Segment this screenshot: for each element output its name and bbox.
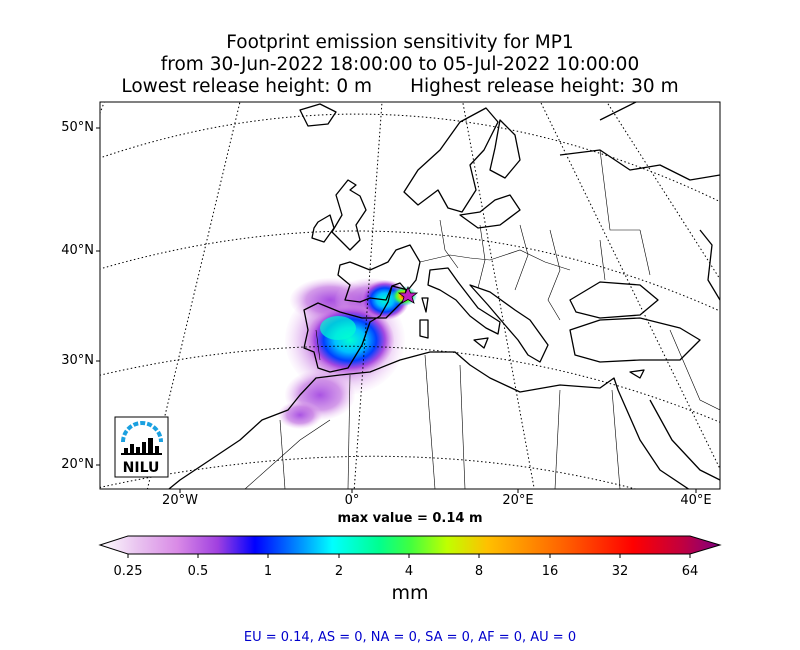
footprint-plume [278,278,417,429]
lon-label-0: 0° [344,493,360,508]
map-area [100,102,720,489]
axis-ticks [96,127,697,493]
lat-label-20n: 20°N [61,457,94,472]
title-line-1: Footprint emission sensitivity for MP1 [226,32,574,53]
colorbar-tick: 32 [611,564,629,579]
nilu-logo: NILU [114,416,169,478]
colorbar-tick: 4 [404,564,414,579]
highest-release-height: Highest release height: 30 m [410,76,679,97]
colorbar-tick: 2 [334,564,344,579]
lat-label-40n: 40°N [61,243,94,258]
colorbar-unit: mm [391,582,429,604]
colorbar-tick: 8 [474,564,484,579]
lon-label-40e: 40°E [680,493,712,508]
colorbar-tick: 64 [681,564,699,579]
regional-totals: EU = 0.14, AS = 0, NA = 0, SA = 0, AF = … [243,630,577,645]
colorbar-tick: 16 [541,564,559,579]
title-line-3: Lowest release height: 0 m Highest releas… [0,76,800,98]
lon-label-20w: 20°W [162,493,198,508]
title-line-2: from 30-Jun-2022 18:00:00 to 05-Jul-2022… [160,54,640,75]
country-borders [244,149,720,489]
logo-text: NILU [123,460,160,476]
lowest-release-height: Lowest release height: 0 m [121,76,373,97]
colorbar [98,535,722,558]
lat-label-30n: 30°N [61,353,94,368]
coastlines [167,102,720,489]
map-frame [99,101,721,490]
colorbar-tick: 1 [263,564,273,579]
colorbar-tick: 0.25 [113,564,143,579]
lat-label-50n: 50°N [61,120,94,135]
colorbar-tick: 0.5 [187,564,209,579]
star-icon [397,285,419,304]
graticule [100,102,720,489]
lon-label-20e: 20°E [502,493,534,508]
max-value-label: max value = 0.14 m [337,511,483,526]
